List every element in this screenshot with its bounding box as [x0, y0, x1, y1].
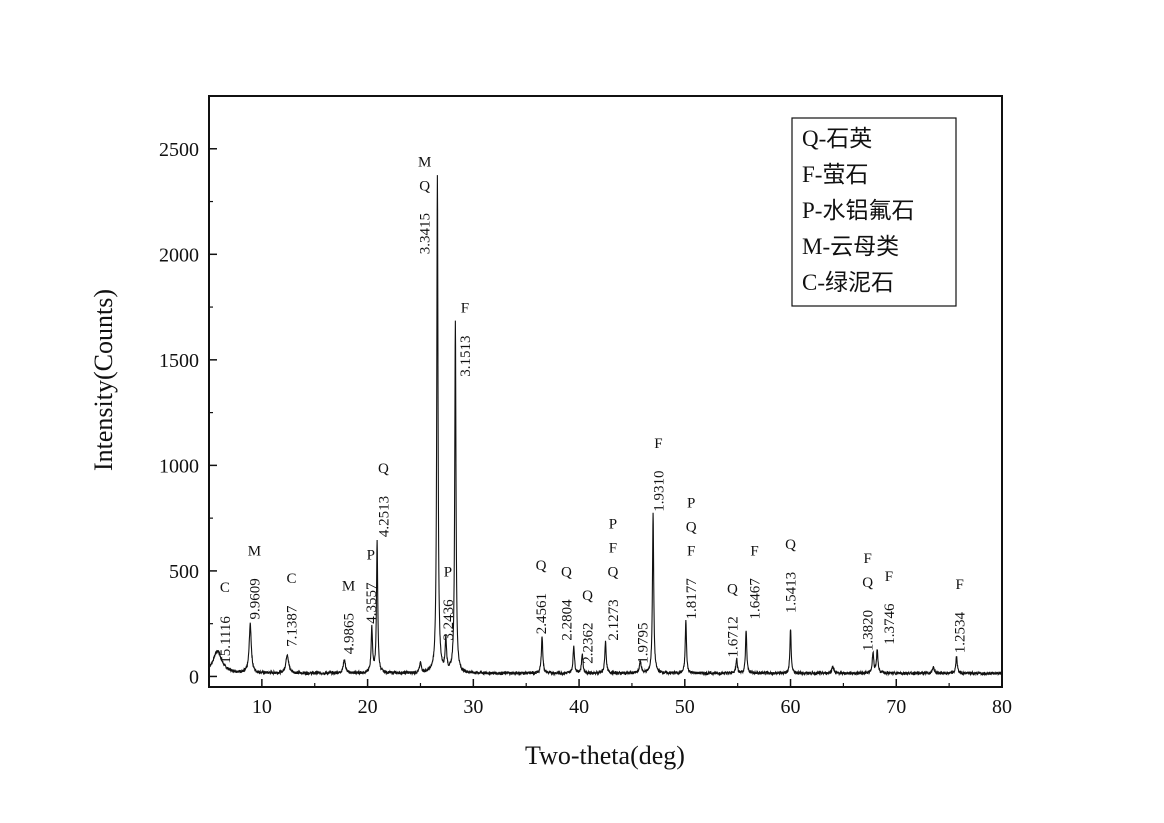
legend-entry-quartz: Q-石英 — [802, 126, 872, 151]
peak-d-spacing-label: 1.2534 — [953, 611, 969, 653]
x-tick-label: 70 — [886, 696, 906, 718]
peak-phase-label: Q — [727, 581, 738, 597]
peak-d-spacing-label: 3.2436 — [441, 599, 457, 641]
peak-phase-label: F — [654, 436, 662, 452]
y-tick-label: 1500 — [159, 350, 199, 372]
peak-phase-label: F — [885, 569, 893, 585]
peak-d-spacing-label: 3.1513 — [458, 335, 474, 376]
legend-entry-ralstonite: P-水铝氟石 — [802, 198, 914, 223]
peak-phase-label: F — [864, 551, 872, 567]
peak-d-spacing-label: 15.1116 — [218, 616, 234, 664]
x-axis-title: Two-theta(deg) — [525, 741, 685, 770]
x-tick-label: 60 — [781, 696, 801, 718]
series-layer — [208, 175, 1003, 677]
peak-d-spacing-label: 7.1387 — [285, 605, 301, 647]
peak-phase-label: F — [461, 301, 469, 317]
peak-d-spacing-label: 2.2804 — [559, 599, 575, 641]
legend-frame — [791, 117, 957, 307]
y-tick-label: 500 — [169, 561, 199, 583]
peak-phase-label: Q — [862, 575, 873, 591]
peak-phase-label: Q — [582, 588, 593, 604]
peak-phase-label: P — [609, 517, 617, 533]
peak-d-spacing-label: 2.4561 — [534, 593, 550, 634]
y-tick-label: 2500 — [159, 139, 199, 161]
peak-phase-label: M — [418, 154, 431, 170]
y-tick-label: 2000 — [159, 244, 199, 266]
peak-d-spacing-label: 4.2513 — [377, 496, 393, 537]
legend-box: Q-石英 F-萤石 P-水铝氟石 M-云母类 C-绿泥石 — [791, 117, 957, 307]
peak-phase-label: P — [444, 565, 452, 581]
peak-d-spacing-label: 1.6712 — [725, 616, 741, 657]
legend-entry-mica: M-云母类 — [802, 234, 899, 259]
peak-d-spacing-label: 1.6467 — [748, 578, 764, 620]
y-tick-label: 1000 — [159, 455, 199, 477]
x-tick-label: 80 — [992, 696, 1012, 718]
x-tick-label: 50 — [675, 696, 695, 718]
peak-d-spacing-label: 1.3820 — [861, 610, 877, 651]
peak-d-spacing-label: 1.8177 — [684, 578, 700, 620]
x-tick-label: 40 — [569, 696, 589, 718]
peak-d-spacing-label: 4.3557 — [364, 582, 380, 624]
peak-phase-label: C — [220, 580, 230, 596]
peak-phase-label: Q — [378, 461, 389, 477]
peak-phase-label: M — [342, 578, 355, 594]
plot-frame — [208, 95, 1003, 688]
peak-d-spacing-label: 4.9865 — [342, 613, 358, 654]
x-tick-label: 10 — [252, 696, 272, 718]
y-tick-label: 0 — [189, 666, 199, 688]
axis-ticks: 10 20 30 40 50 60 70 80 0 500 1000 1500 2000 2500 — [159, 139, 1012, 718]
y-axis-title: Intensity(Counts) — [89, 289, 118, 471]
peak-phase-label: Q — [607, 565, 618, 581]
peak-d-spacing-label: 1.9310 — [651, 471, 667, 512]
peak-d-spacing-label: 2.2362 — [581, 623, 597, 664]
peak-phase-label: C — [286, 571, 296, 587]
peak-d-spacing-label: 1.9795 — [636, 623, 652, 664]
peak-phase-label: Q — [536, 558, 547, 574]
peak-phase-label: F — [956, 577, 964, 593]
xrd-pattern-line — [208, 175, 1003, 677]
peak-d-spacing-label: 3.3415 — [418, 213, 434, 254]
peak-phase-label: P — [367, 548, 375, 564]
x-tick-label: 20 — [358, 696, 378, 718]
peak-phase-label: M — [248, 543, 261, 559]
legend-entry-fluorite: F-萤石 — [802, 162, 868, 187]
peak-phase-label: Q — [419, 178, 430, 194]
peak-phase-label: Q — [785, 537, 796, 553]
peak-d-spacing-label: 1.3746 — [882, 603, 898, 645]
peak-d-spacing-label: 1.5413 — [784, 572, 800, 613]
peak-phase-label: F — [750, 543, 758, 559]
peak-d-spacing-label: 9.9609 — [248, 578, 264, 619]
peak-phase-label: F — [687, 543, 695, 559]
peak-d-spacing-label: 2.1273 — [606, 599, 622, 640]
legend-entry-chlorite: C-绿泥石 — [802, 270, 894, 295]
peak-phase-label: P — [687, 495, 695, 511]
peak-phase-label: F — [609, 541, 617, 557]
peak-phase-label: Q — [561, 565, 572, 581]
x-tick-label: 30 — [463, 696, 483, 718]
peak-phase-label: Q — [686, 519, 697, 535]
